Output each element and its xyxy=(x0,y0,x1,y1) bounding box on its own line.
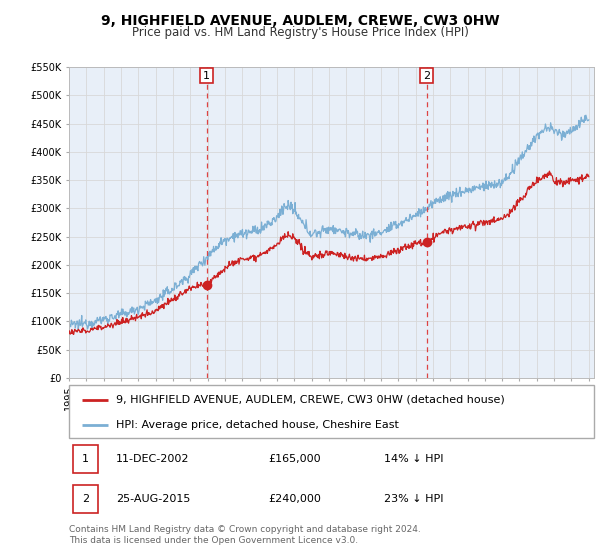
FancyBboxPatch shape xyxy=(69,385,594,438)
Text: HPI: Average price, detached house, Cheshire East: HPI: Average price, detached house, Ches… xyxy=(116,419,399,430)
Text: 1: 1 xyxy=(82,454,89,464)
Text: 2: 2 xyxy=(423,71,430,81)
Text: 2: 2 xyxy=(82,494,89,504)
Text: 9, HIGHFIELD AVENUE, AUDLEM, CREWE, CW3 0HW (detached house): 9, HIGHFIELD AVENUE, AUDLEM, CREWE, CW3 … xyxy=(116,395,505,405)
Text: Price paid vs. HM Land Registry's House Price Index (HPI): Price paid vs. HM Land Registry's House … xyxy=(131,26,469,39)
Text: £240,000: £240,000 xyxy=(269,494,322,504)
Text: 9, HIGHFIELD AVENUE, AUDLEM, CREWE, CW3 0HW: 9, HIGHFIELD AVENUE, AUDLEM, CREWE, CW3 … xyxy=(101,14,499,28)
Text: 23% ↓ HPI: 23% ↓ HPI xyxy=(384,494,443,504)
Text: Contains HM Land Registry data © Crown copyright and database right 2024.
This d: Contains HM Land Registry data © Crown c… xyxy=(69,525,421,545)
Text: 25-AUG-2015: 25-AUG-2015 xyxy=(116,494,191,504)
Text: 1: 1 xyxy=(203,71,210,81)
FancyBboxPatch shape xyxy=(73,485,98,514)
Text: 11-DEC-2002: 11-DEC-2002 xyxy=(116,454,190,464)
FancyBboxPatch shape xyxy=(73,445,98,473)
Text: 14% ↓ HPI: 14% ↓ HPI xyxy=(384,454,443,464)
Text: £165,000: £165,000 xyxy=(269,454,321,464)
